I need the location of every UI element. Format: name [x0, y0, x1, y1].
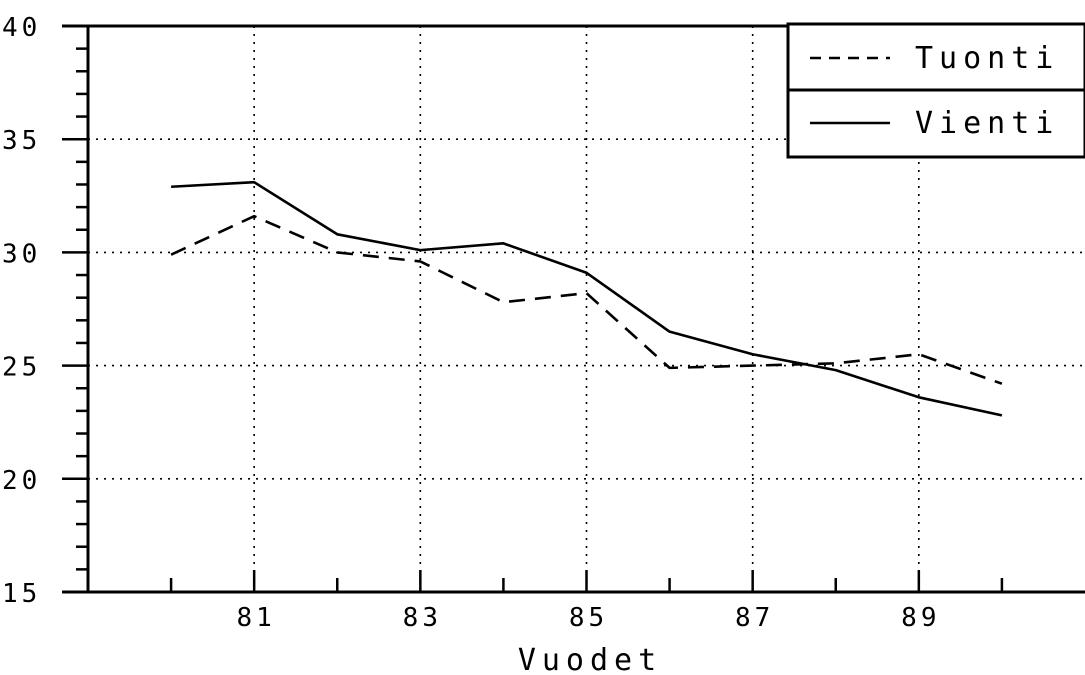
series-layer — [170, 180, 1003, 417]
y-tick-label: 25 — [2, 353, 41, 383]
legend-label-tuonti: Tuonti — [915, 41, 1059, 76]
legend: Tuonti Vienti — [786, 22, 1085, 159]
y-tick-label: 40 — [2, 13, 41, 43]
x-tick-label: 85 — [569, 603, 608, 633]
series-line-vienti — [171, 180, 1003, 417]
y-tick-label: 30 — [2, 239, 41, 269]
x-tick-label: 87 — [735, 603, 774, 633]
y-tick-label: 20 — [2, 466, 41, 496]
legend-label-vienti: Vienti — [915, 106, 1059, 141]
axis-layer: 15 20 25 30 35 40 81 83 85 87 89 — [2, 13, 1085, 633]
y-tick-label: 35 — [2, 126, 41, 156]
x-axis-title: Vuodet — [518, 643, 662, 675]
x-tick-label: 81 — [237, 603, 276, 633]
y-tick-label: 15 — [2, 579, 41, 609]
x-tick-label: 89 — [901, 603, 940, 633]
x-tick-label: 83 — [403, 603, 442, 633]
